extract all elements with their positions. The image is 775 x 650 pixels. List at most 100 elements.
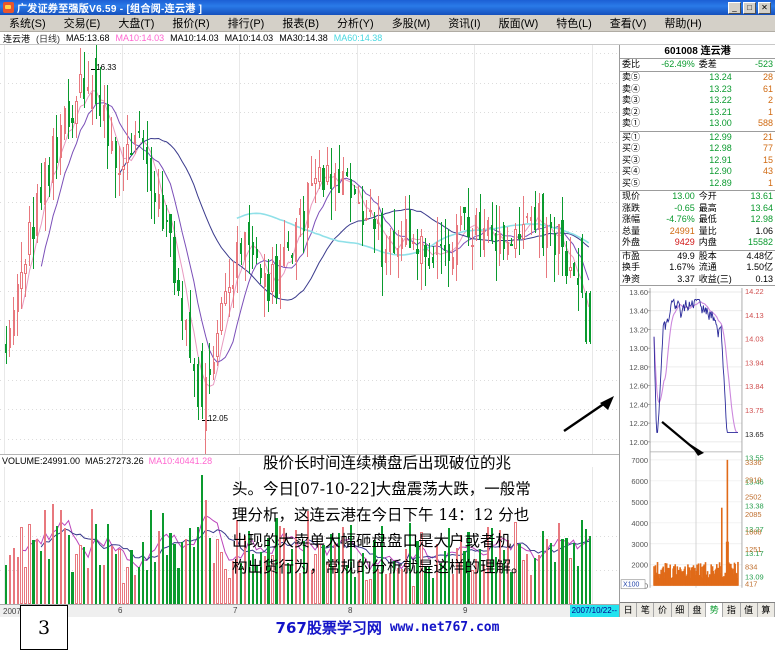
buy-3-label: 买③ — [622, 154, 641, 165]
svg-text:3000: 3000 — [631, 540, 648, 549]
tab-calc[interactable]: 算 — [757, 603, 775, 617]
ma10b-value: MA10:14.03 — [170, 33, 219, 43]
svg-text:13.55: 13.55 — [745, 454, 764, 463]
tab-trend[interactable]: 势 — [706, 603, 724, 617]
sell-4-label: 卖④ — [622, 83, 641, 94]
separator — [620, 130, 775, 132]
page-number-box: 3 — [20, 605, 68, 650]
order-book-table: 委比 -62.49% 委差 -523 卖⑤ 13.24 28 卖④ 13.23 … — [620, 59, 775, 285]
eps-value: 0.13 — [755, 273, 773, 284]
menu-item-market[interactable]: 大盘(T) — [118, 17, 155, 30]
menu-item-ranking[interactable]: 排行(P) — [227, 17, 265, 30]
stat-row-volume: 总量 24991 量比 1.06 — [620, 226, 775, 238]
tab-book[interactable]: 盘 — [688, 603, 707, 617]
sell-4-price: 13.23 — [709, 83, 732, 94]
svg-text:13.00: 13.00 — [629, 344, 648, 353]
buy-3-qty: 15 — [762, 154, 773, 165]
annotation-line-2: 理分析，这连云港在今日下午 14：12 分也 — [232, 506, 530, 524]
window-title: 广发证券至强版V6.59 - [组合阅-连云港 ] — [17, 4, 203, 15]
date-tick-2: 7 — [233, 606, 238, 615]
bottom-tab-bar: 日线 笔 价 细 盘 势 指 值 算 — [620, 602, 775, 629]
weibi-label: 委比 — [622, 59, 641, 69]
menu-item-feature[interactable]: 特色(L) — [556, 17, 592, 30]
tab-value[interactable]: 值 — [740, 603, 758, 617]
menu-item-report[interactable]: 报表(B) — [282, 17, 320, 30]
tab-index[interactable]: 指 — [723, 603, 741, 617]
candlestick-chart[interactable]: 16.33 12.05 — [0, 45, 619, 455]
current-price-value: 13.00 — [672, 191, 695, 202]
menu-item-quote[interactable]: 报价(R) — [172, 17, 210, 30]
tab-ticks[interactable]: 笔 — [637, 603, 655, 617]
sell-1-price: 13.00 — [709, 118, 732, 129]
sell-2-label: 卖② — [622, 106, 641, 117]
turnover-value: 1.67% — [669, 262, 695, 273]
buy-2-label: 买② — [622, 143, 641, 154]
svg-text:1000: 1000 — [631, 582, 648, 591]
svg-text:14.22: 14.22 — [745, 287, 764, 296]
tab-price[interactable]: 价 — [654, 603, 672, 617]
outer-volume-value: 9429 — [674, 237, 695, 248]
sell-row-1[interactable]: 卖① 13.00 588 — [620, 118, 775, 130]
shares-label: 股本 — [698, 250, 717, 261]
menu-item-analysis[interactable]: 分析(Y) — [337, 17, 374, 30]
intraday-panel[interactable]: 13.60 13.40 13.20 13.00 12.80 12.60 12.40 12.20… — [620, 285, 775, 602]
maximize-button[interactable]: □ — [743, 1, 756, 14]
workspace: 16.33 12.05 VOLUME:24991.00 MA5:27273.26… — [0, 45, 775, 650]
buy-row-5[interactable]: 买⑤ 12.89 1 — [620, 178, 775, 190]
selected-date-label: 2007/10/22-- — [569, 605, 619, 618]
low-price-label: 12.05 — [207, 413, 228, 423]
buy-3-price: 12.91 — [709, 154, 732, 165]
sell-row-3[interactable]: 卖③ 13.22 2 — [620, 95, 775, 107]
change-value: -0.65 — [674, 202, 695, 213]
menu-bar: 系统(S) 交易(E) 大盘(T) 报价(R) 排行(P) 报表(B) 分析(Y… — [0, 15, 775, 32]
sell-1-qty: 588 — [757, 118, 773, 129]
menu-item-news[interactable]: 资讯(I) — [448, 17, 481, 30]
svg-text:12.00: 12.00 — [629, 438, 648, 447]
sell-row-4[interactable]: 卖④ 13.23 61 — [620, 84, 775, 96]
annotation-text: 股价长时间连续横盘后出现破位的兆 头。今日[07-10-22]大盘震荡大跌，一般… — [232, 450, 610, 580]
quote-header: 601008 连云港 — [620, 45, 775, 59]
svg-text:5000: 5000 — [631, 498, 648, 507]
volume-ratio-label: 量比 — [698, 225, 717, 236]
high-value: 13.64 — [750, 202, 773, 213]
buy-row-1[interactable]: 买① 12.99 21 — [620, 131, 775, 143]
tab-daily[interactable]: 日线 — [620, 603, 638, 629]
menu-item-layout[interactable]: 版面(W) — [498, 17, 539, 30]
menu-item-trade[interactable]: 交易(E) — [63, 17, 101, 30]
intraday-overlay: 13.60 13.40 13.20 13.00 12.80 12.60 12.40 12.20… — [620, 287, 764, 591]
tab-detail[interactable]: 细 — [671, 603, 689, 617]
buy-row-3[interactable]: 买③ 12.91 15 — [620, 155, 775, 167]
float-shares-value: 1.50亿 — [746, 262, 773, 273]
sell-3-qty: 2 — [767, 95, 773, 106]
sell-2-price: 13.21 — [709, 106, 732, 117]
ma30-value: MA30:14.38 — [279, 33, 328, 43]
menu-item-system[interactable]: 系统(S) — [9, 17, 46, 30]
svg-text:12.40: 12.40 — [629, 401, 648, 410]
menu-item-multi[interactable]: 多股(M) — [391, 17, 431, 30]
stat-row-change: 涨跌 -0.65 最高 13.64 — [620, 203, 775, 215]
sell-row-5[interactable]: 卖⑤ 13.24 28 — [620, 72, 775, 84]
close-button[interactable]: ✕ — [758, 1, 771, 14]
sell-2-qty: 1 — [767, 106, 773, 117]
minimize-button[interactable]: _ — [728, 1, 741, 14]
volume-ma5: MA5:27273.26 — [85, 456, 144, 466]
buy-row-2[interactable]: 买② 12.98 77 — [620, 143, 775, 155]
volume-chart[interactable] — [0, 467, 619, 604]
window-title-bar: 广发证券至强版V6.59 - [组合阅-连云港 ] _ □ ✕ — [0, 0, 775, 15]
low-value: 12.98 — [750, 214, 773, 225]
buy-1-price: 12.99 — [709, 131, 732, 142]
outer-volume-label: 外盘 — [622, 237, 641, 248]
open-value: 13.61 — [750, 191, 773, 202]
menu-item-help[interactable]: 帮助(H) — [664, 17, 702, 30]
stat-row-outer: 外盘 9429 内盘 15582 — [620, 237, 775, 249]
pe-value: 49.9 — [677, 250, 695, 261]
date-axis: 2007年 6 7 8 9 2007/10/22-- — [0, 604, 619, 618]
svg-text:X100: X100 — [623, 582, 639, 589]
svg-text:2502: 2502 — [745, 493, 762, 502]
sell-row-2[interactable]: 卖② 13.21 1 — [620, 107, 775, 119]
menu-item-view[interactable]: 查看(V) — [609, 17, 647, 30]
buy-1-qty: 21 — [762, 131, 773, 142]
quote-code: 601008 — [664, 46, 698, 57]
buy-row-4[interactable]: 买④ 12.90 43 — [620, 166, 775, 178]
nav-label: 净资 — [622, 273, 641, 284]
